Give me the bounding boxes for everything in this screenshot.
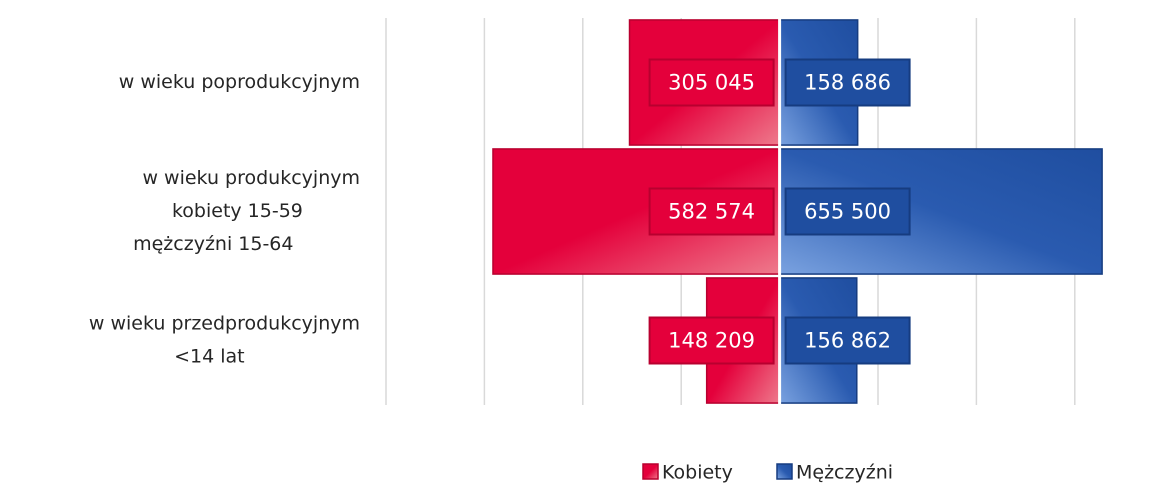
- data-label-box: [648, 316, 775, 365]
- data-label: 148 209: [668, 329, 755, 353]
- legend-swatch: [776, 463, 793, 480]
- data-label-box: [784, 316, 911, 365]
- category-label: kobiety 15-59: [172, 200, 303, 222]
- data-label-box: [648, 187, 775, 236]
- data-label-box: [784, 187, 911, 236]
- data-label: 158 686: [804, 71, 891, 95]
- data-label: 305 045: [668, 71, 755, 95]
- category-label: w wieku przedprodukcyjnym: [89, 313, 360, 335]
- legend-swatch: [642, 463, 659, 480]
- data-label: 156 862: [804, 329, 891, 353]
- category-label: w wieku poprodukcyjnym: [119, 71, 360, 93]
- category-label: mężczyźni 15-64: [133, 233, 293, 255]
- data-label-box: [648, 58, 775, 107]
- legend-label: Mężczyźni: [796, 462, 893, 484]
- data-label-box: [784, 58, 911, 107]
- data-label: 655 500: [804, 200, 891, 224]
- data-label: 582 574: [668, 200, 755, 224]
- category-label: w wieku produkcyjnym: [142, 167, 360, 189]
- category-label: <14 lat: [174, 346, 245, 368]
- legend-label: Kobiety: [662, 462, 733, 484]
